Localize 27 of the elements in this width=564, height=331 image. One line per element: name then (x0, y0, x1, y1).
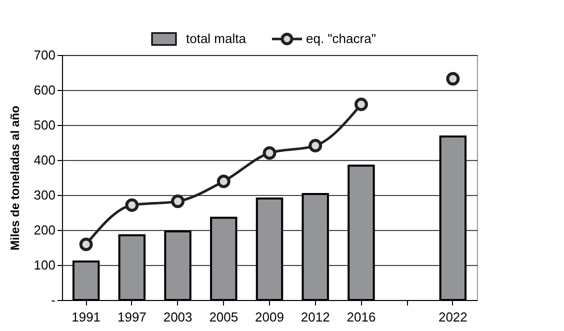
y-tick-label: 200 (34, 222, 56, 238)
x-tick-label: 2003 (163, 310, 192, 324)
x-tick-label: 2012 (300, 310, 330, 324)
x-tick-label: 2022 (438, 310, 468, 324)
legend-label: total malta (186, 31, 247, 46)
point (308, 138, 322, 152)
y-tick-label: 300 (34, 188, 56, 202)
y-tick-label: 500 (34, 118, 56, 132)
point (125, 198, 139, 212)
y-tick-label: 700 (34, 48, 56, 62)
point (171, 194, 185, 208)
point (216, 174, 230, 188)
x-tick-label: 2009 (255, 310, 284, 324)
y-tick-label: 400 (34, 152, 56, 168)
x-tick-label: 1991 (72, 310, 101, 324)
legend-label: eq. "chacra" (306, 31, 376, 46)
point (446, 72, 460, 86)
x-tick-label: 1997 (117, 310, 146, 324)
point (262, 146, 276, 160)
y-axis-title: Miles de toneladas al año (8, 106, 22, 250)
point (354, 98, 368, 112)
y-tick-label: 100 (34, 258, 56, 272)
y-tick-label: - (51, 292, 56, 308)
x-tick-label: 2016 (346, 310, 376, 324)
x-tick-label: 2005 (209, 310, 238, 324)
y-tick-label: 600 (34, 82, 56, 98)
point (79, 238, 93, 252)
